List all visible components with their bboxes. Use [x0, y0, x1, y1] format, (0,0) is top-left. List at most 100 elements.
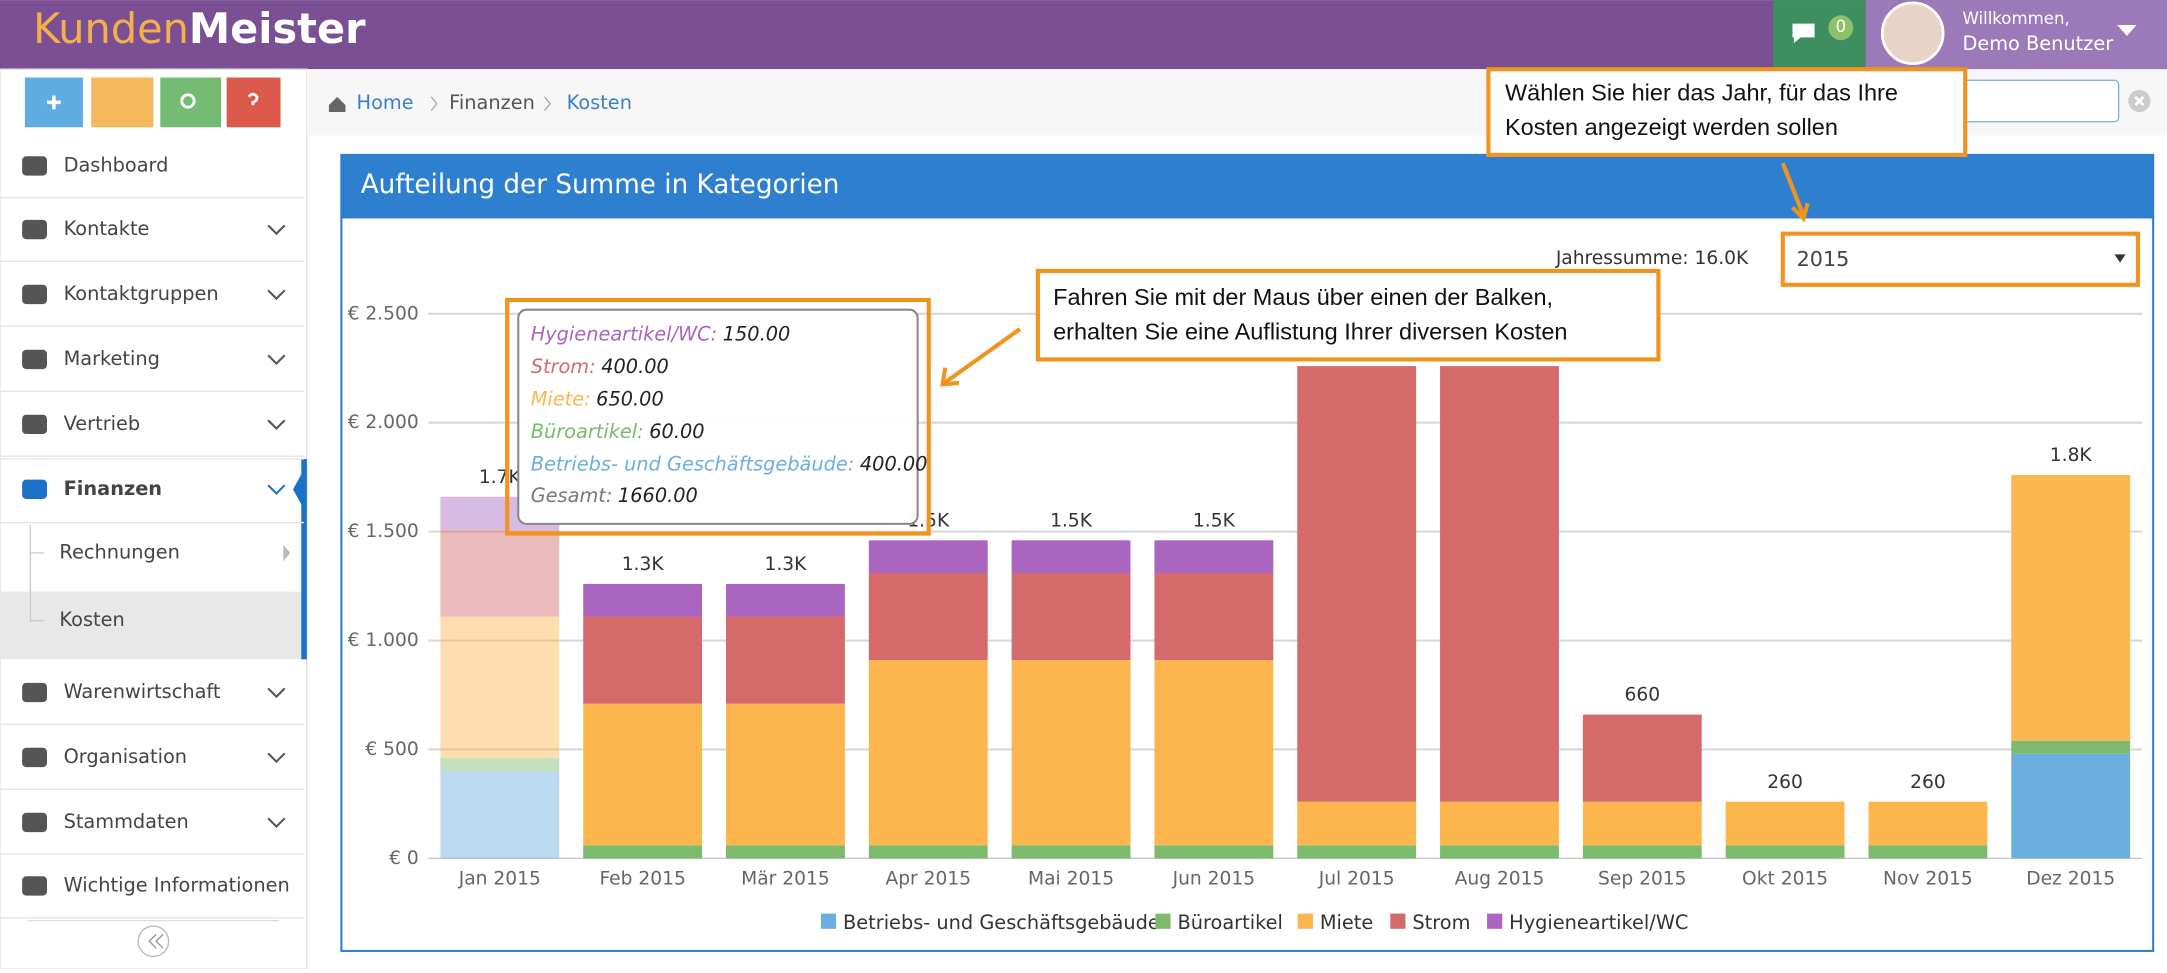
- bar-segment[interactable]: [1582, 801, 1702, 846]
- legend-swatch: [1487, 913, 1503, 929]
- year-select[interactable]: [1780, 231, 2141, 287]
- collapse-button[interactable]: [137, 925, 170, 958]
- nav-item[interactable]: Warenwirtschaft: [64, 680, 221, 703]
- legend-label[interactable]: Büroartikel: [1177, 911, 1282, 934]
- bar-segment[interactable]: [1868, 801, 1988, 846]
- bar-segment[interactable]: [440, 529, 560, 617]
- logo[interactable]: KundenMeister: [33, 5, 366, 53]
- nav-item[interactable]: Organisation: [64, 745, 187, 768]
- bar-segment[interactable]: [868, 540, 988, 574]
- stack-label: 1.5K: [1193, 510, 1236, 531]
- chat-icon: [1792, 23, 1815, 43]
- stack-label: 1.8K: [2050, 445, 2093, 466]
- nav-item[interactable]: Wichtige Informationen: [64, 873, 290, 896]
- bar-segment[interactable]: [2011, 474, 2131, 741]
- bar-segment[interactable]: [583, 845, 703, 859]
- bar-segment[interactable]: [583, 703, 703, 846]
- plus-icon: [46, 95, 61, 110]
- bar-segment[interactable]: [1440, 366, 1559, 802]
- tooltip-row: Gesamt: 1660.00: [531, 484, 698, 507]
- callout-arrow: [940, 327, 1022, 387]
- bar-segment[interactable]: [868, 660, 988, 846]
- legend-label[interactable]: Miete: [1320, 911, 1373, 934]
- chevron: [267, 484, 286, 495]
- nav-item[interactable]: Vertrieb: [64, 412, 141, 435]
- bar-segment[interactable]: [583, 583, 703, 617]
- bar-segment[interactable]: [1154, 845, 1274, 859]
- legend-swatch: [820, 913, 837, 929]
- chat-button[interactable]: [91, 77, 154, 128]
- stack-label: 1.5K: [1050, 510, 1093, 531]
- y-tick-label: € 0: [389, 848, 419, 869]
- legend-label[interactable]: Hygieneartikel/WC: [1509, 911, 1688, 934]
- tooltip-value: 1660.00: [618, 484, 698, 507]
- bar-segment[interactable]: [1440, 845, 1559, 859]
- nav-item[interactable]: Dashboard: [64, 153, 169, 176]
- bar-segment[interactable]: [1011, 573, 1131, 661]
- nav-item[interactable]: Kontakte: [64, 217, 150, 240]
- chevron: [267, 419, 286, 430]
- bar-segment[interactable]: [868, 845, 988, 859]
- x-tick-label: Apr 2015: [885, 869, 971, 890]
- bar-segment[interactable]: [1011, 845, 1131, 859]
- nav-item[interactable]: Kontaktgruppen: [64, 282, 219, 305]
- bar-segment[interactable]: [440, 771, 560, 859]
- nav-subitem[interactable]: Rechnungen: [59, 540, 180, 563]
- stack-label: 660: [1624, 685, 1660, 706]
- tooltip-series: Strom:: [531, 355, 596, 378]
- bar-segment[interactable]: [1297, 845, 1417, 859]
- messages-button[interactable]: [1773, 0, 1866, 70]
- bar-segment[interactable]: [1297, 801, 1417, 846]
- bar-segment[interactable]: [1011, 660, 1131, 846]
- legend-label[interactable]: Betriebs- und Geschäftsgebäude: [843, 911, 1160, 934]
- bar-segment[interactable]: [1582, 845, 1702, 859]
- nav-item[interactable]: Stammdaten: [64, 810, 189, 833]
- x-tick-label: Dez 2015: [2026, 869, 2115, 890]
- legend-swatch: [1297, 913, 1313, 929]
- bar-segment[interactable]: [1297, 366, 1417, 802]
- x-tick-label: Aug 2015: [1455, 869, 1545, 890]
- sub-arrow: [283, 544, 291, 562]
- logo-part: Meister: [189, 5, 366, 53]
- bar-segment[interactable]: [1154, 573, 1274, 661]
- search-button[interactable]: [160, 77, 222, 128]
- bar-segment[interactable]: [1582, 714, 1702, 802]
- bar-segment[interactable]: [1154, 540, 1274, 574]
- nav-subitem[interactable]: Kosten: [59, 608, 124, 631]
- breadcrumb-link[interactable]: Finanzen: [449, 91, 535, 114]
- x-tick-label: Mai 2015: [1028, 869, 1114, 890]
- bar-segment[interactable]: [868, 573, 988, 661]
- bar-segment[interactable]: [1440, 801, 1559, 846]
- bar-segment[interactable]: [440, 758, 560, 772]
- bar-segment[interactable]: [583, 616, 703, 704]
- nav-icon: [22, 747, 47, 768]
- bar-segment[interactable]: [1725, 845, 1845, 859]
- search-icon: [180, 93, 196, 109]
- year-value: 2015: [1797, 247, 1850, 271]
- bar-segment[interactable]: [1868, 845, 1988, 859]
- nav-item[interactable]: Finanzen: [64, 477, 163, 500]
- stack-label: 1.7K: [479, 467, 522, 488]
- bar-segment[interactable]: [2011, 753, 2131, 859]
- bar-segment[interactable]: [726, 845, 845, 859]
- panel-header: [341, 154, 2154, 219]
- callout-text: Kosten angezeigt werden sollen: [1505, 114, 1838, 140]
- nav-item[interactable]: Marketing: [64, 347, 160, 370]
- bar-segment[interactable]: [1725, 801, 1845, 846]
- caret: [2117, 24, 2137, 37]
- select-caret: [2114, 254, 2126, 263]
- bar-segment[interactable]: [440, 616, 560, 759]
- breadcrumb-separator: [430, 96, 551, 112]
- bar-segment[interactable]: [726, 703, 845, 846]
- bar-segment[interactable]: [726, 616, 845, 704]
- chevron: [267, 687, 286, 699]
- bar-segment[interactable]: [1154, 660, 1274, 846]
- nav-icon: [22, 414, 47, 435]
- bar-segment[interactable]: [1011, 540, 1131, 574]
- legend-label[interactable]: Strom: [1412, 911, 1470, 934]
- breadcrumb-link[interactable]: Home: [357, 91, 414, 114]
- search-input[interactable]: [1947, 79, 2120, 123]
- bar-segment[interactable]: [726, 583, 845, 617]
- nav-icon: [22, 219, 47, 240]
- bar-segment[interactable]: [2011, 740, 2131, 754]
